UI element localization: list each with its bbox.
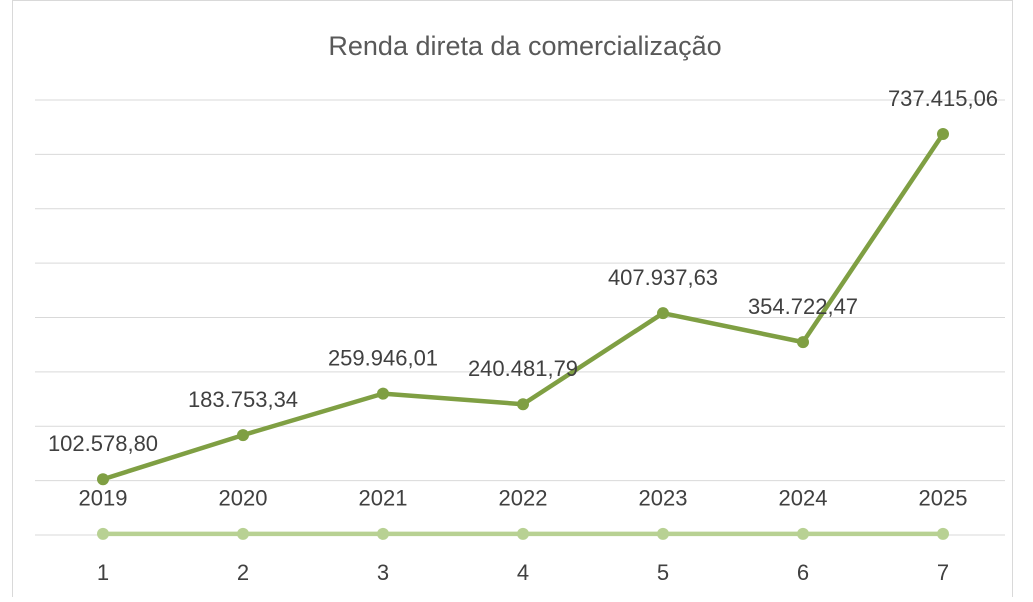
data-point: [517, 398, 529, 410]
data-label: 102.578,80: [48, 431, 158, 456]
chart-title: Renda direta da comercialização: [328, 31, 721, 61]
data-point: [657, 307, 669, 319]
data-label: 2021: [359, 486, 408, 511]
data-label: 2022: [499, 486, 548, 511]
x-tick-label: 2: [237, 560, 249, 585]
x-tick-label: 7: [937, 560, 949, 585]
data-label: 2019: [79, 486, 128, 511]
data-label: 407.937,63: [608, 265, 718, 290]
data-point: [237, 429, 249, 441]
data-point: [937, 128, 949, 140]
data-label: 183.753,34: [188, 387, 298, 412]
data-point: [97, 528, 109, 540]
data-label: 2020: [219, 486, 268, 511]
data-point: [937, 528, 949, 540]
x-tick-label: 4: [517, 560, 529, 585]
data-label: 240.481,79: [468, 356, 578, 381]
data-point: [377, 528, 389, 540]
x-tick-label: 3: [377, 560, 389, 585]
x-tick-label: 6: [797, 560, 809, 585]
data-point: [377, 388, 389, 400]
data-label: 2025: [919, 486, 968, 511]
data-label: 2024: [779, 486, 828, 511]
data-label: 737.415,06: [888, 86, 998, 111]
data-label: 259.946,01: [328, 345, 438, 370]
x-tick-label: 1: [97, 560, 109, 585]
data-point: [97, 473, 109, 485]
data-point: [797, 528, 809, 540]
x-tick-label: 5: [657, 560, 669, 585]
data-point: [237, 528, 249, 540]
data-point: [657, 528, 669, 540]
data-point: [517, 528, 529, 540]
data-label: 2023: [639, 486, 688, 511]
data-label: 354.722,47: [748, 294, 858, 319]
data-point: [797, 336, 809, 348]
